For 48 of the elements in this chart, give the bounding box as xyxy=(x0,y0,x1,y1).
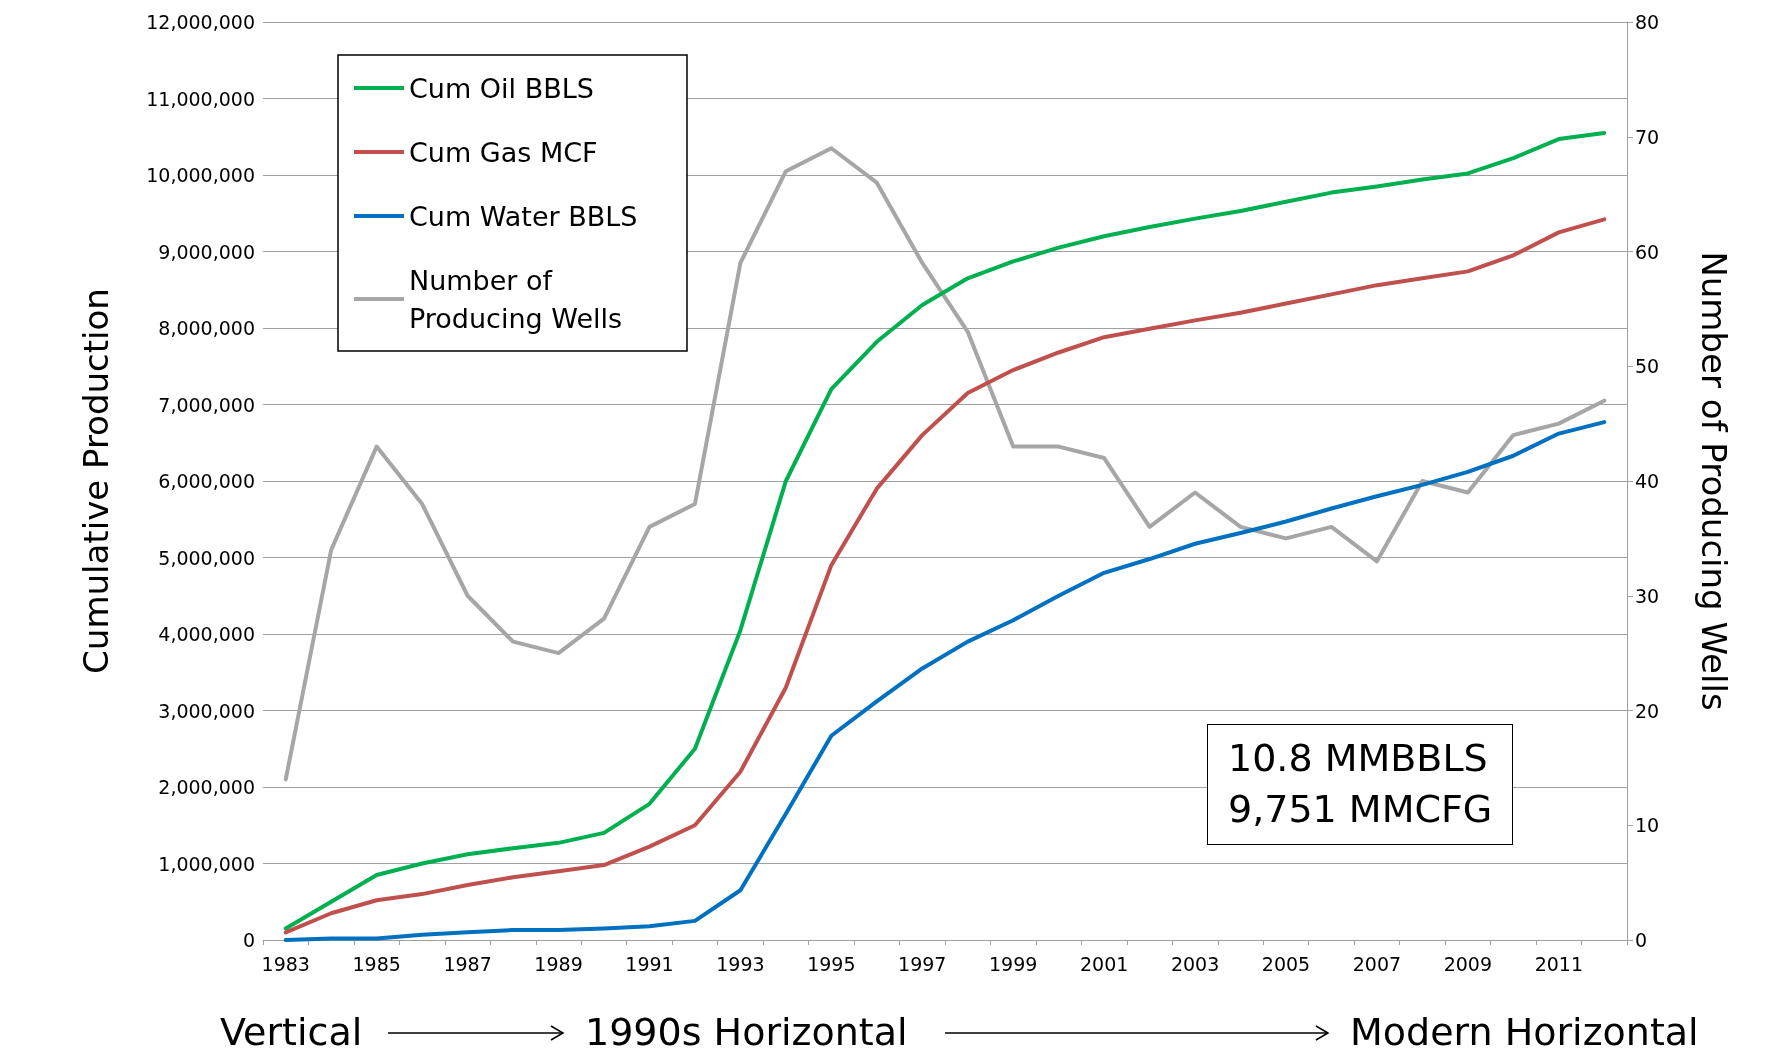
y-tick-label: 5,000,000 xyxy=(158,546,255,569)
y2-tick-label: 10 xyxy=(1635,814,1660,837)
x-tick-label: 1995 xyxy=(807,952,856,975)
x-tick-label: 1983 xyxy=(261,952,310,975)
x-tick-label: 1987 xyxy=(443,952,492,975)
line-series xyxy=(283,420,1607,942)
y2-tick-label: 70 xyxy=(1635,125,1660,148)
x-tick-label: 1999 xyxy=(989,952,1038,975)
y-tick-label: 0 xyxy=(242,929,255,951)
y2-axis-title: Number of Producing Wells xyxy=(1694,251,1734,711)
x-tick-label: 2005 xyxy=(1261,952,1311,975)
legend-label: Cum Water BBLS xyxy=(409,200,638,232)
x-tick-label: 1989 xyxy=(534,952,583,975)
y-tick-label: 11,000,000 xyxy=(146,87,255,110)
y-tick-label: 3,000,000 xyxy=(158,699,255,722)
y-tick-label: 1,000,000 xyxy=(158,852,255,875)
x-tick-label: 2009 xyxy=(1443,952,1493,975)
legend-label: Number of Producing Wells xyxy=(409,264,623,334)
x-tick-label: 1997 xyxy=(898,952,947,975)
y2-tick-label: 50 xyxy=(1635,355,1660,378)
annotation: 10.8 MMBBLS 9,751 MMCFG xyxy=(1207,724,1514,845)
y-tick-label: 10,000,000 xyxy=(146,164,255,186)
y-tick-label: 12,000,000 xyxy=(146,11,255,33)
text: 1990s Horizontal xyxy=(585,1010,908,1054)
x-tick-label: 1985 xyxy=(352,952,401,975)
text: Vertical xyxy=(220,1010,363,1054)
x-tick-label: 2011 xyxy=(1534,952,1583,975)
y2-tick-label: 20 xyxy=(1635,699,1660,722)
y2-tick-label: 0 xyxy=(1635,929,1648,951)
text: Modern Horizontal xyxy=(1350,1010,1699,1054)
x-tick-label: 1993 xyxy=(716,952,765,975)
y2-tick-label: 40 xyxy=(1635,470,1660,492)
y-tick-label: 7,000,000 xyxy=(158,393,255,416)
y-tick-label: 9,000,000 xyxy=(158,240,255,263)
y-tick-label: 4,000,000 xyxy=(158,623,255,645)
legend-label: Cum Oil BBLS xyxy=(409,72,594,104)
y-tick-label: 2,000,000 xyxy=(158,776,255,798)
y2-tick-label: 80 xyxy=(1635,11,1660,33)
legend-label: Cum Gas MCF xyxy=(409,136,598,168)
x-tick-label: 1991 xyxy=(625,952,674,975)
x-tick-label: 2007 xyxy=(1352,952,1402,975)
y-axis-title: Cumulative Production xyxy=(76,288,116,674)
y-tick-label: 8,000,000 xyxy=(158,317,255,339)
y2-tick-label: 60 xyxy=(1635,240,1660,263)
y-tick-label: 6,000,000 xyxy=(158,470,255,492)
y2-tick-label: 30 xyxy=(1635,584,1660,607)
x-tick-label: 2001 xyxy=(1079,952,1129,975)
x-tick-label: 2003 xyxy=(1170,952,1220,975)
